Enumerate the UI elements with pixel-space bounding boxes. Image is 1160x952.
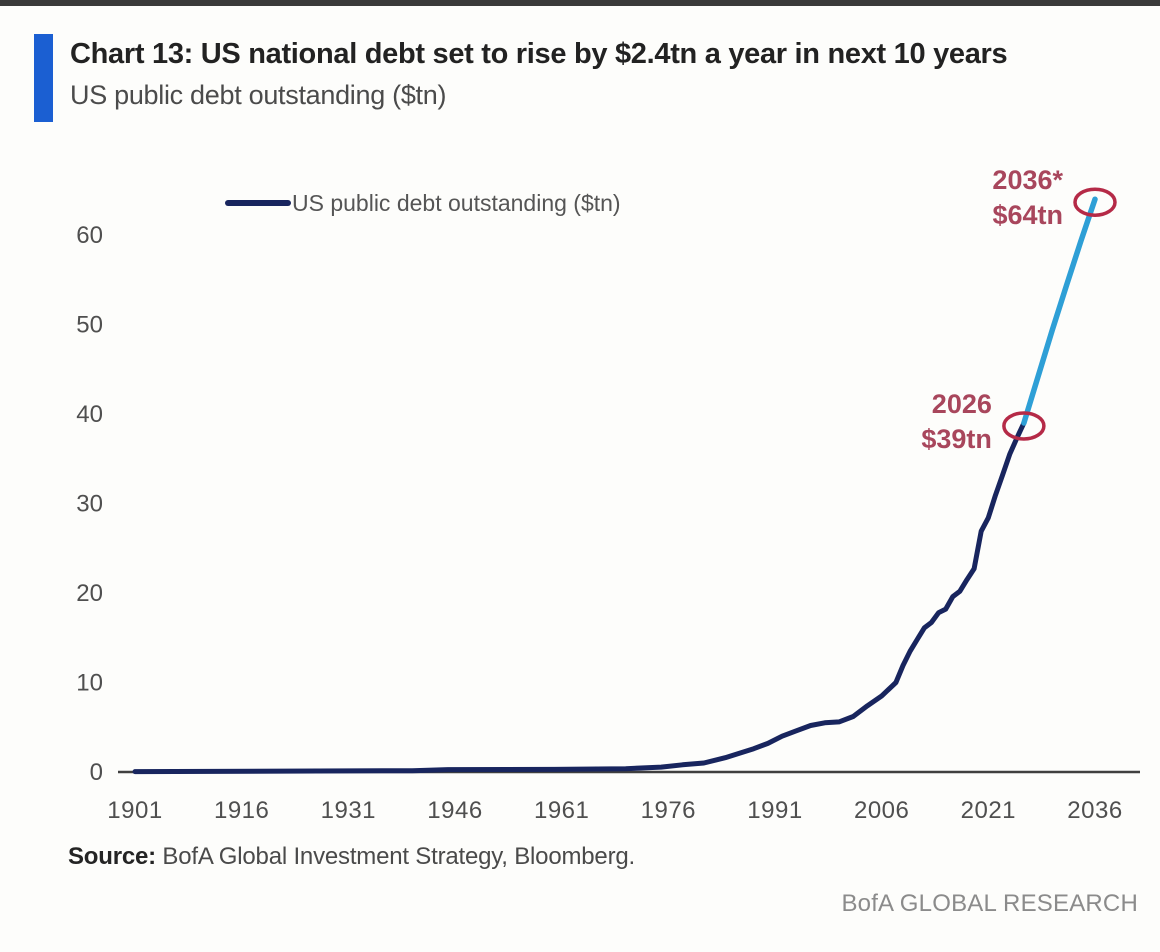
- x-axis-tick-label: 2006: [854, 797, 909, 824]
- annotation-circle-2026: [1002, 411, 1046, 441]
- source-line: Source: BofA Global Investment Strategy,…: [68, 843, 635, 871]
- y-axis-tick-label: 10: [76, 670, 103, 697]
- x-axis-tick-label: 1901: [107, 797, 162, 824]
- source-text: BofA Global Investment Strategy, Bloombe…: [155, 843, 635, 870]
- y-axis-tick-label: 60: [76, 222, 103, 249]
- historical-debt-line: [132, 420, 1027, 775]
- chart-title: Chart 13: US national debt set to rise b…: [70, 38, 1008, 70]
- bofa-global-research-brand: BofA GLOBAL RESEARCH: [841, 890, 1138, 917]
- title-accent-bar: [34, 34, 53, 122]
- annotation-circle-2036: [1073, 187, 1117, 217]
- projection-debt-line: [1021, 196, 1098, 426]
- annotation-label-2026: $39tn: [921, 424, 992, 454]
- chart-subtitle: US public debt outstanding ($tn): [70, 80, 447, 111]
- x-axis-tick-label: 1991: [747, 797, 802, 824]
- top-border-strip: [0, 0, 1160, 6]
- y-axis-tick-label: 0: [90, 759, 103, 786]
- x-axis-tick-label: 1976: [641, 797, 696, 824]
- annotation-label-2036: $64tn: [992, 200, 1063, 230]
- annotation-label-2026: 2026: [932, 389, 992, 419]
- x-axis-tick-label: 1961: [534, 797, 589, 824]
- x-axis-tick-label: 1931: [321, 797, 376, 824]
- y-axis-tick-label: 30: [76, 491, 103, 518]
- source-label: Source:: [68, 843, 156, 870]
- x-axis-tick-label: 1946: [427, 797, 482, 824]
- y-axis-tick-label: 50: [76, 312, 103, 339]
- annotation-label-2036: 2036*: [992, 165, 1063, 195]
- x-axis-tick-label: 2021: [961, 797, 1016, 824]
- y-axis-tick-label: 40: [76, 401, 103, 428]
- chart-header: Chart 13: US national debt set to rise b…: [34, 34, 1008, 122]
- legend-label: US public debt outstanding ($tn): [292, 190, 621, 216]
- y-axis-tick-label: 20: [76, 580, 103, 607]
- x-axis-tick-label: 2036: [1067, 797, 1122, 824]
- x-axis-tick-label: 1916: [214, 797, 269, 824]
- title-block: Chart 13: US national debt set to rise b…: [70, 34, 1008, 122]
